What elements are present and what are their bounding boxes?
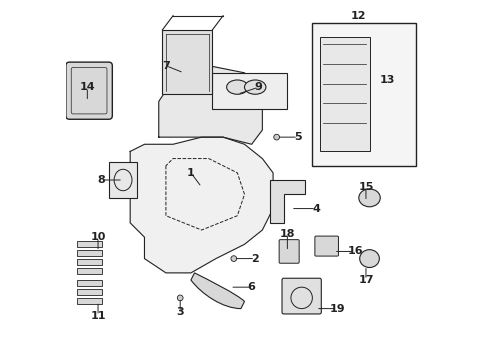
Polygon shape (162, 30, 212, 94)
Text: 15: 15 (358, 182, 373, 192)
FancyBboxPatch shape (314, 236, 338, 256)
Text: 19: 19 (329, 303, 345, 314)
Polygon shape (130, 137, 272, 273)
Circle shape (230, 256, 236, 261)
Text: 8: 8 (98, 175, 105, 185)
Text: 6: 6 (247, 282, 255, 292)
FancyBboxPatch shape (282, 278, 321, 314)
Polygon shape (159, 66, 262, 144)
Polygon shape (312, 23, 415, 166)
Text: 7: 7 (162, 61, 169, 71)
Polygon shape (77, 249, 102, 256)
Text: 4: 4 (311, 203, 319, 213)
Ellipse shape (244, 80, 265, 94)
Polygon shape (77, 241, 102, 247)
Text: 17: 17 (358, 275, 373, 285)
Text: 12: 12 (350, 11, 366, 21)
FancyBboxPatch shape (279, 240, 299, 263)
Text: 1: 1 (186, 168, 194, 178)
Text: 9: 9 (254, 82, 262, 92)
Text: 14: 14 (80, 82, 95, 92)
Text: 3: 3 (176, 307, 183, 317)
Text: 13: 13 (379, 75, 394, 85)
Circle shape (273, 134, 279, 140)
Polygon shape (77, 280, 102, 287)
Polygon shape (269, 180, 305, 223)
Polygon shape (77, 258, 102, 265)
Text: 11: 11 (90, 311, 105, 321)
Text: 16: 16 (346, 247, 362, 256)
Polygon shape (212, 73, 287, 109)
PathPatch shape (190, 273, 244, 309)
Polygon shape (77, 298, 102, 304)
Polygon shape (108, 162, 137, 198)
Text: 10: 10 (90, 232, 105, 242)
Polygon shape (77, 267, 102, 274)
Text: 2: 2 (251, 253, 259, 264)
FancyBboxPatch shape (66, 62, 112, 119)
Text: 18: 18 (279, 229, 295, 239)
Ellipse shape (226, 80, 247, 94)
Polygon shape (77, 289, 102, 296)
Ellipse shape (358, 189, 380, 207)
Text: 5: 5 (294, 132, 301, 142)
Polygon shape (319, 37, 369, 152)
Ellipse shape (359, 249, 379, 267)
Circle shape (177, 295, 183, 301)
